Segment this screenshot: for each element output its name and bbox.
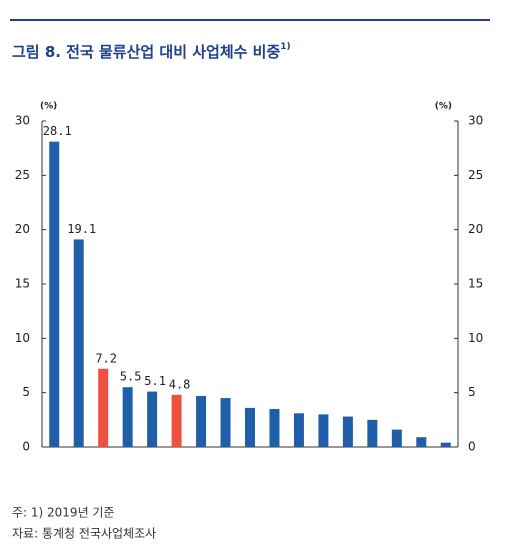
value-label: 5.1 — [144, 374, 166, 388]
y-tick-label: 10 — [15, 331, 30, 345]
chart-title: 그림 8. 전국 물류산업 대비 사업체수 비중1) — [12, 42, 291, 61]
y-tick-label: 0 — [22, 440, 30, 454]
bar — [416, 437, 427, 447]
bar — [49, 141, 60, 447]
bar — [342, 416, 353, 447]
y-axis-unit: (%) — [40, 102, 57, 112]
value-label: 4.8 — [169, 377, 191, 391]
y2-tick-label: 10 — [468, 331, 483, 345]
value-label: 7.2 — [95, 351, 117, 365]
y2-tick-label: 30 — [468, 114, 483, 128]
bar — [220, 398, 231, 447]
y2-tick-label: 0 — [468, 440, 476, 454]
y-tick-label: 25 — [15, 168, 30, 182]
bar — [73, 239, 84, 447]
bar — [171, 394, 182, 447]
bar — [293, 413, 304, 447]
title-text: 그림 8. 전국 물류산업 대비 사업체수 비중 — [12, 43, 280, 61]
y-tick-label: 5 — [22, 385, 30, 399]
y-tick-label: 30 — [15, 114, 30, 128]
y2-tick-label: 20 — [468, 222, 483, 236]
value-label: 28.1 — [43, 124, 72, 138]
bar — [440, 442, 451, 447]
bar — [367, 419, 378, 447]
title-note: 1) — [280, 42, 290, 52]
y-tick-label: 15 — [15, 277, 30, 291]
bar — [269, 408, 280, 447]
value-label: 19.1 — [67, 222, 96, 236]
bar — [98, 368, 109, 447]
y2-tick-label: 5 — [468, 385, 476, 399]
bar — [245, 407, 255, 447]
y-tick-label: 20 — [15, 222, 30, 236]
y2-tick-label: 25 — [468, 168, 483, 182]
bar — [196, 395, 207, 447]
bar — [122, 387, 133, 447]
bar — [318, 414, 329, 447]
y2-axis-unit: (%) — [435, 102, 452, 112]
bar — [147, 391, 158, 447]
footnote: 주: 1) 2019년 기준 — [12, 506, 115, 520]
source: 자료: 통계청 전국사업체조사 — [12, 527, 156, 541]
value-label: 5.5 — [120, 370, 142, 384]
y2-tick-label: 15 — [468, 277, 483, 291]
bar — [391, 429, 402, 447]
